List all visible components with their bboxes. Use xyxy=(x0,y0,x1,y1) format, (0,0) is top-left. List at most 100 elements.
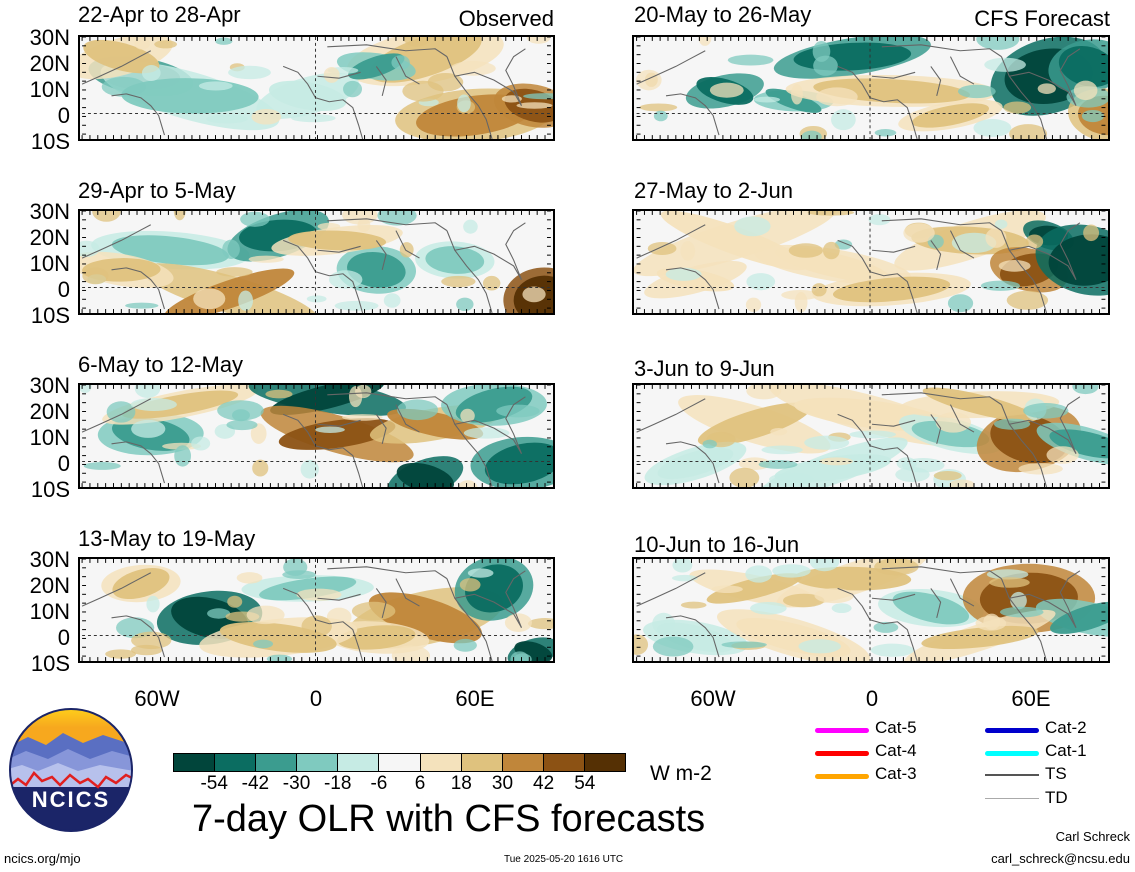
lat-label: 10N xyxy=(29,425,70,450)
lat-label: 20N xyxy=(29,225,70,250)
colorbar-swatch xyxy=(461,754,503,771)
lat-label: 30N xyxy=(29,373,70,398)
cat4-label: Cat-4 xyxy=(875,741,917,760)
colorbar-swatch xyxy=(174,754,216,771)
forecast-panel-4-title: 10-Jun to 16-Jun xyxy=(634,532,800,557)
lat-label: 20N xyxy=(29,51,70,76)
ts-swatch xyxy=(985,774,1039,776)
forecast-map-2 xyxy=(632,209,1110,315)
logo-globe-icon xyxy=(9,708,133,832)
lat-label: 20N xyxy=(29,573,70,598)
lat-label: 0 xyxy=(57,625,70,650)
olr-map-canvas xyxy=(80,211,553,313)
olr-map-canvas xyxy=(634,211,1108,313)
lat-label: 20N xyxy=(29,399,70,424)
lat-label: 10N xyxy=(29,251,70,276)
forecast-panel-1-title: 20-May to 26-May xyxy=(634,2,812,27)
footer-url[interactable]: ncics.org/mjo xyxy=(4,851,81,866)
colorbar-swatch xyxy=(502,754,544,771)
lon-label-60e-left: 60E xyxy=(455,686,495,711)
colorbar-tick-label: 18 xyxy=(450,773,472,794)
ts-label: TS xyxy=(1045,764,1067,783)
colorbar-tick-label: 6 xyxy=(414,773,426,794)
lat-labels-row-2: 30N 20N 10N 0 10S xyxy=(10,201,70,327)
td-swatch xyxy=(985,798,1039,799)
olr-map-canvas xyxy=(80,37,553,139)
lon-label-60e-right: 60E xyxy=(1011,686,1051,711)
colorbar-swatch xyxy=(215,754,257,771)
ncics-logo: NCICS xyxy=(8,707,134,833)
cat5-swatch xyxy=(815,728,869,733)
forecast-panel-3-title: 3-Jun to 9-Jun xyxy=(634,356,775,381)
forecast-tag: CFS Forecast xyxy=(974,6,1110,31)
lat-labels-row-1: 30N 20N 10N 0 10S xyxy=(10,27,70,153)
olr-map-canvas xyxy=(636,37,1108,139)
forecast-panel-2-title: 27-May to 2-Jun xyxy=(634,178,793,203)
logo-text: NCICS xyxy=(31,787,111,812)
colorbar-swatch xyxy=(379,754,421,771)
colorbar-swatch xyxy=(543,754,585,771)
td-label: TD xyxy=(1045,788,1068,807)
colorbar-tick-label: -30 xyxy=(282,773,311,794)
lon-label-60w-left: 60W xyxy=(134,686,180,711)
footer-author: Carl Schreck xyxy=(1055,829,1130,844)
lat-label: 30N xyxy=(29,199,70,224)
cat3-swatch xyxy=(815,774,869,779)
colorbar-swatch xyxy=(256,754,298,771)
forecast-map-1 xyxy=(632,35,1110,141)
cat1-swatch xyxy=(985,751,1039,756)
main-title: 7-day OLR with CFS forecasts xyxy=(192,798,706,840)
colorbar-tick-label: -42 xyxy=(241,773,270,794)
observed-map-1 xyxy=(78,35,555,141)
lat-label: 10N xyxy=(29,77,70,102)
footer-email[interactable]: carl_schreck@ncsu.edu xyxy=(991,851,1130,866)
colorbar-tick-label: -54 xyxy=(200,773,228,794)
colorbar-swatch xyxy=(584,754,626,771)
observed-panel-2-title: 29-Apr to 5-May xyxy=(78,178,236,203)
lat-label: 30N xyxy=(29,547,70,572)
cat2-swatch xyxy=(985,728,1039,733)
cat4-swatch xyxy=(815,751,869,756)
cat2-label: Cat-2 xyxy=(1045,718,1087,737)
lat-label: 10S xyxy=(30,477,70,502)
observed-panel-1-title: 22-Apr to 28-Apr xyxy=(78,2,241,27)
cat5-label: Cat-5 xyxy=(875,718,917,737)
colorbar-tick-label: -18 xyxy=(323,773,352,794)
lon-label-0-left: 0 xyxy=(309,686,323,711)
forecast-map-3 xyxy=(632,383,1110,489)
cat1-label: Cat-1 xyxy=(1045,741,1087,760)
colorbar-tick-label: 30 xyxy=(491,773,514,794)
colorbar-tick-label: -6 xyxy=(370,773,388,794)
lat-label: 10S xyxy=(30,303,70,328)
lat-label: 10S xyxy=(30,129,70,154)
observed-map-4 xyxy=(78,557,555,663)
colorbar-swatch xyxy=(297,754,339,771)
storm-legend: Cat-5 Cat-4 Cat-3 Cat-2 Cat-1 TS TD xyxy=(813,718,1113,810)
lat-label: 0 xyxy=(57,103,70,128)
olr-map-canvas xyxy=(80,385,553,487)
lat-labels-row-4: 30N 20N 10N 0 10S xyxy=(10,549,70,675)
observed-tag: Observed xyxy=(458,6,554,31)
colorbar-units: W m-2 xyxy=(650,762,712,785)
olr-map-canvas xyxy=(81,559,553,661)
colorbar-ticks: -54 -42 -30 -18 -6 6 18 30 42 54 xyxy=(173,773,626,797)
lat-label: 10N xyxy=(29,599,70,624)
lat-label: 30N xyxy=(29,25,70,50)
lon-label-0-right: 0 xyxy=(865,686,879,711)
lon-label-60w-right: 60W xyxy=(690,686,736,711)
colorbar-swatch xyxy=(338,754,380,771)
observed-panel-4-title: 13-May to 19-May xyxy=(78,526,256,551)
observed-map-3 xyxy=(78,383,555,489)
olr-map-canvas xyxy=(634,559,1108,661)
colorbar-tick-label: 42 xyxy=(533,773,555,794)
lat-label: 0 xyxy=(57,277,70,302)
lat-labels-row-3: 30N 20N 10N 0 10S xyxy=(10,375,70,501)
colorbar xyxy=(173,753,626,772)
lat-label: 0 xyxy=(57,451,70,476)
colorbar-swatch xyxy=(420,754,462,771)
footer-timestamp: Tue 2025-05-20 1616 UTC xyxy=(504,854,624,865)
forecast-map-4 xyxy=(632,557,1110,663)
cat3-label: Cat-3 xyxy=(875,764,917,783)
lat-label: 10S xyxy=(30,651,70,676)
olr-map-canvas xyxy=(636,385,1108,487)
